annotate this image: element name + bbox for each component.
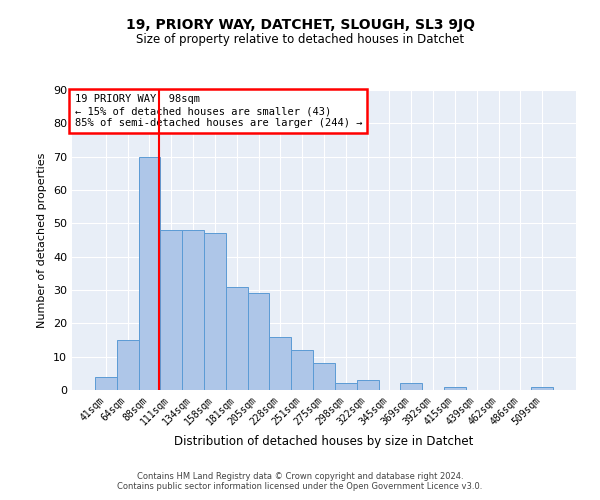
Text: Contains HM Land Registry data © Crown copyright and database right 2024.: Contains HM Land Registry data © Crown c…	[137, 472, 463, 481]
Bar	[139, 156, 160, 390]
Bar	[335, 384, 357, 390]
Bar	[531, 386, 553, 390]
Bar	[160, 230, 182, 390]
X-axis label: Distribution of detached houses by size in Datchet: Distribution of detached houses by size …	[175, 435, 473, 448]
Bar	[400, 384, 422, 390]
Bar	[269, 336, 291, 390]
Bar	[117, 340, 139, 390]
Y-axis label: Number of detached properties: Number of detached properties	[37, 152, 47, 328]
Bar	[291, 350, 313, 390]
Bar	[357, 380, 379, 390]
Bar	[182, 230, 204, 390]
Bar	[313, 364, 335, 390]
Bar	[248, 294, 269, 390]
Text: Size of property relative to detached houses in Datchet: Size of property relative to detached ho…	[136, 32, 464, 46]
Text: 19, PRIORY WAY, DATCHET, SLOUGH, SL3 9JQ: 19, PRIORY WAY, DATCHET, SLOUGH, SL3 9JQ	[125, 18, 475, 32]
Bar	[444, 386, 466, 390]
Bar	[226, 286, 248, 390]
Bar	[95, 376, 117, 390]
Text: 19 PRIORY WAY: 98sqm
← 15% of detached houses are smaller (43)
85% of semi-detac: 19 PRIORY WAY: 98sqm ← 15% of detached h…	[74, 94, 362, 128]
Bar	[204, 234, 226, 390]
Text: Contains public sector information licensed under the Open Government Licence v3: Contains public sector information licen…	[118, 482, 482, 491]
